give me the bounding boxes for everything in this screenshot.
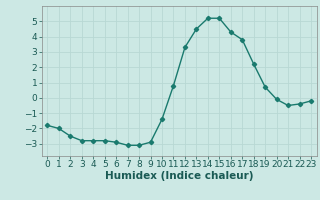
X-axis label: Humidex (Indice chaleur): Humidex (Indice chaleur) (105, 171, 253, 181)
